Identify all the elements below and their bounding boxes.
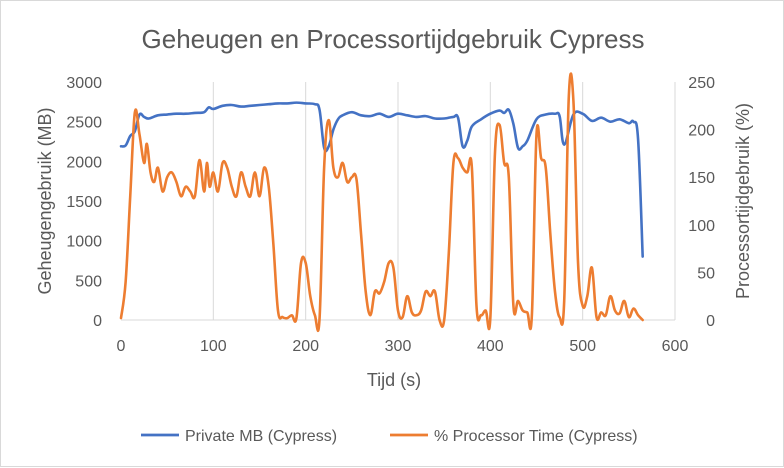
y-tick-label: 500 (75, 273, 102, 290)
y-tick-label: 2500 (66, 115, 102, 132)
legend-label: Private MB (Cypress) (185, 428, 337, 445)
x-axis-title: Tijd (s) (367, 370, 421, 390)
chart-title: Geheugen en Processortijdgebruik Cypress (142, 24, 645, 54)
y2-axis-title: Processortijdgebruik (%) (733, 103, 753, 299)
y2-tick-label: 150 (688, 170, 715, 187)
plot-lines (119, 72, 644, 332)
y-tick-label: 0 (93, 313, 102, 330)
x-tick-label: 500 (569, 338, 596, 355)
gridlines (212, 82, 676, 320)
y-tick-label: 1500 (66, 194, 102, 211)
y2-tick-label: 250 (688, 75, 715, 92)
legend: Private MB (Cypress) % Processor Time (Cy… (141, 428, 638, 445)
y-tick-label: 3000 (66, 75, 102, 92)
y2-tick-label: 100 (688, 218, 715, 235)
private-mb-series-line (119, 101, 644, 258)
x-tick-label: 200 (292, 338, 319, 355)
y2-tick-label: 200 (688, 123, 715, 140)
x-tick-label: 0 (117, 338, 126, 355)
processor-time-series-line (119, 72, 644, 332)
y-tick-label: 2000 (66, 154, 102, 171)
y2-tick-label: 0 (706, 313, 715, 330)
y-tick-label: 1000 (66, 234, 102, 251)
x-tick-label: 100 (200, 338, 227, 355)
y2-tick-label: 50 (697, 265, 715, 282)
x-tick-label: 300 (385, 338, 412, 355)
x-tick-label: 600 (662, 338, 689, 355)
x-tick-label: 400 (477, 338, 504, 355)
legend-label: % Processor Time (Cypress) (434, 428, 638, 445)
y-axis-title: Geheugengebruik (MB) (35, 107, 55, 294)
axes: 0 100 200 300 400 500 600050010001500200025003… (66, 75, 715, 355)
